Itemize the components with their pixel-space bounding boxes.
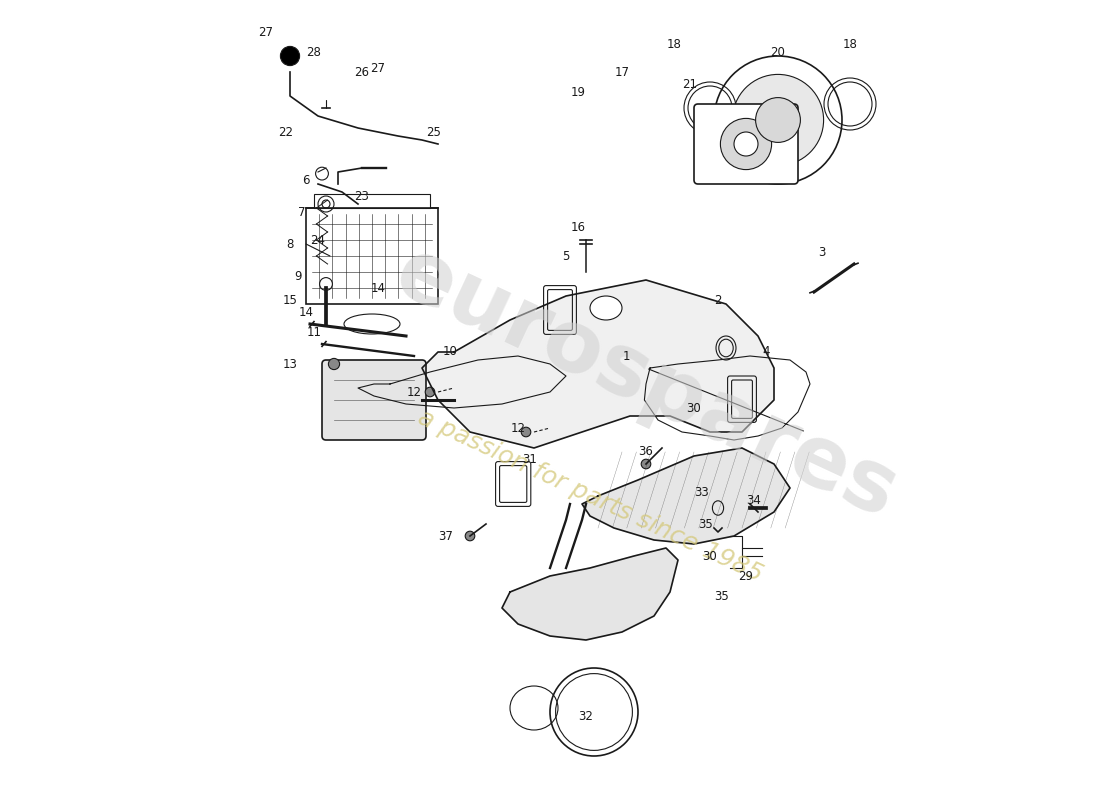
Polygon shape — [582, 448, 790, 544]
Bar — [306, 208, 438, 304]
Text: 33: 33 — [694, 486, 710, 498]
Text: 13: 13 — [283, 358, 297, 370]
Text: 36: 36 — [639, 446, 653, 458]
Text: 35: 35 — [715, 590, 729, 602]
Text: 29: 29 — [738, 570, 754, 582]
Text: 27: 27 — [371, 62, 385, 74]
Text: 24: 24 — [310, 234, 326, 246]
Text: 9: 9 — [295, 270, 301, 282]
Text: 21: 21 — [682, 78, 697, 90]
Text: 27: 27 — [258, 26, 274, 38]
Circle shape — [465, 531, 475, 541]
Circle shape — [426, 387, 434, 397]
Text: a passion for parts since 1985: a passion for parts since 1985 — [414, 406, 767, 586]
Text: 26: 26 — [354, 66, 370, 78]
Text: 15: 15 — [283, 294, 297, 306]
Text: 35: 35 — [698, 518, 714, 530]
Text: 5: 5 — [562, 250, 570, 262]
Text: 18: 18 — [843, 38, 857, 50]
Text: 30: 30 — [686, 402, 702, 414]
Text: 8: 8 — [286, 238, 294, 250]
Text: 31: 31 — [522, 454, 538, 466]
FancyBboxPatch shape — [322, 360, 426, 440]
Ellipse shape — [590, 296, 621, 320]
Text: 4: 4 — [762, 346, 770, 358]
Text: 23: 23 — [354, 190, 370, 202]
Circle shape — [329, 358, 340, 370]
Text: 37: 37 — [439, 530, 453, 542]
Text: 25: 25 — [427, 126, 441, 138]
Circle shape — [280, 46, 299, 66]
Text: 12: 12 — [510, 422, 526, 434]
Text: 1: 1 — [623, 350, 629, 362]
Text: 2: 2 — [714, 294, 722, 306]
Text: 28: 28 — [307, 46, 321, 58]
Bar — [314, 194, 430, 208]
FancyArrowPatch shape — [649, 369, 803, 431]
FancyBboxPatch shape — [694, 104, 798, 184]
Text: 19: 19 — [571, 86, 585, 98]
Text: 32: 32 — [579, 710, 593, 722]
Text: 10: 10 — [442, 346, 458, 358]
Text: 22: 22 — [278, 126, 294, 138]
Circle shape — [641, 459, 651, 469]
Polygon shape — [502, 548, 678, 640]
Text: 6: 6 — [302, 174, 310, 186]
Text: 14: 14 — [298, 306, 314, 318]
Text: eurospares: eurospares — [382, 231, 911, 537]
Text: 18: 18 — [667, 38, 681, 50]
Text: 20: 20 — [771, 46, 785, 58]
Circle shape — [756, 98, 801, 142]
Circle shape — [521, 427, 531, 437]
Text: 34: 34 — [747, 494, 761, 506]
Circle shape — [720, 118, 771, 170]
Text: 12: 12 — [407, 386, 421, 398]
Text: 3: 3 — [818, 246, 826, 258]
Text: 17: 17 — [615, 66, 629, 78]
Polygon shape — [422, 280, 774, 448]
Text: 7: 7 — [298, 206, 306, 218]
Text: 16: 16 — [571, 222, 585, 234]
Text: 11: 11 — [307, 326, 321, 338]
Circle shape — [714, 56, 842, 184]
Circle shape — [733, 74, 824, 166]
Circle shape — [316, 167, 329, 180]
Text: 14: 14 — [371, 282, 385, 294]
Circle shape — [320, 278, 332, 290]
Circle shape — [734, 132, 758, 156]
Text: 30: 30 — [703, 550, 717, 562]
